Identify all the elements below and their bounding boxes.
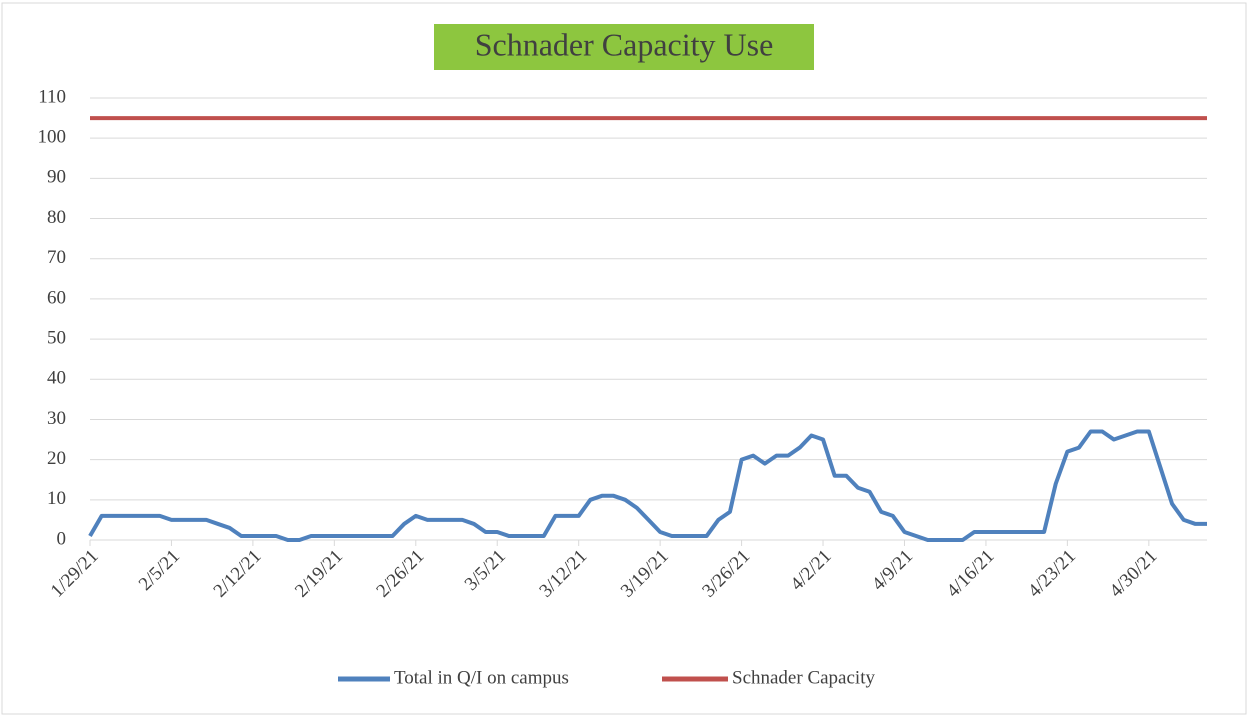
y-tick-label: 90 [47,167,66,188]
series-line [88,429,1207,542]
y-tick-label: 10 [47,488,66,509]
y-tick-label: 70 [47,247,66,268]
y-tick-label: 20 [47,448,66,469]
y-tick-label: 30 [47,408,66,429]
y-tick-label: 110 [38,86,66,107]
chart-title: Schnader Capacity Use [475,26,774,62]
y-tick-label: 50 [47,327,66,348]
y-tick-label: 0 [57,528,67,549]
legend-label: Schnader Capacity [732,667,875,688]
y-tick-label: 100 [38,127,67,148]
title-background [434,24,814,70]
y-tick-label: 60 [47,287,66,308]
y-tick-label: 40 [47,368,66,389]
legend-label: Total in Q/I on campus [394,667,569,688]
y-tick-label: 80 [47,207,66,228]
